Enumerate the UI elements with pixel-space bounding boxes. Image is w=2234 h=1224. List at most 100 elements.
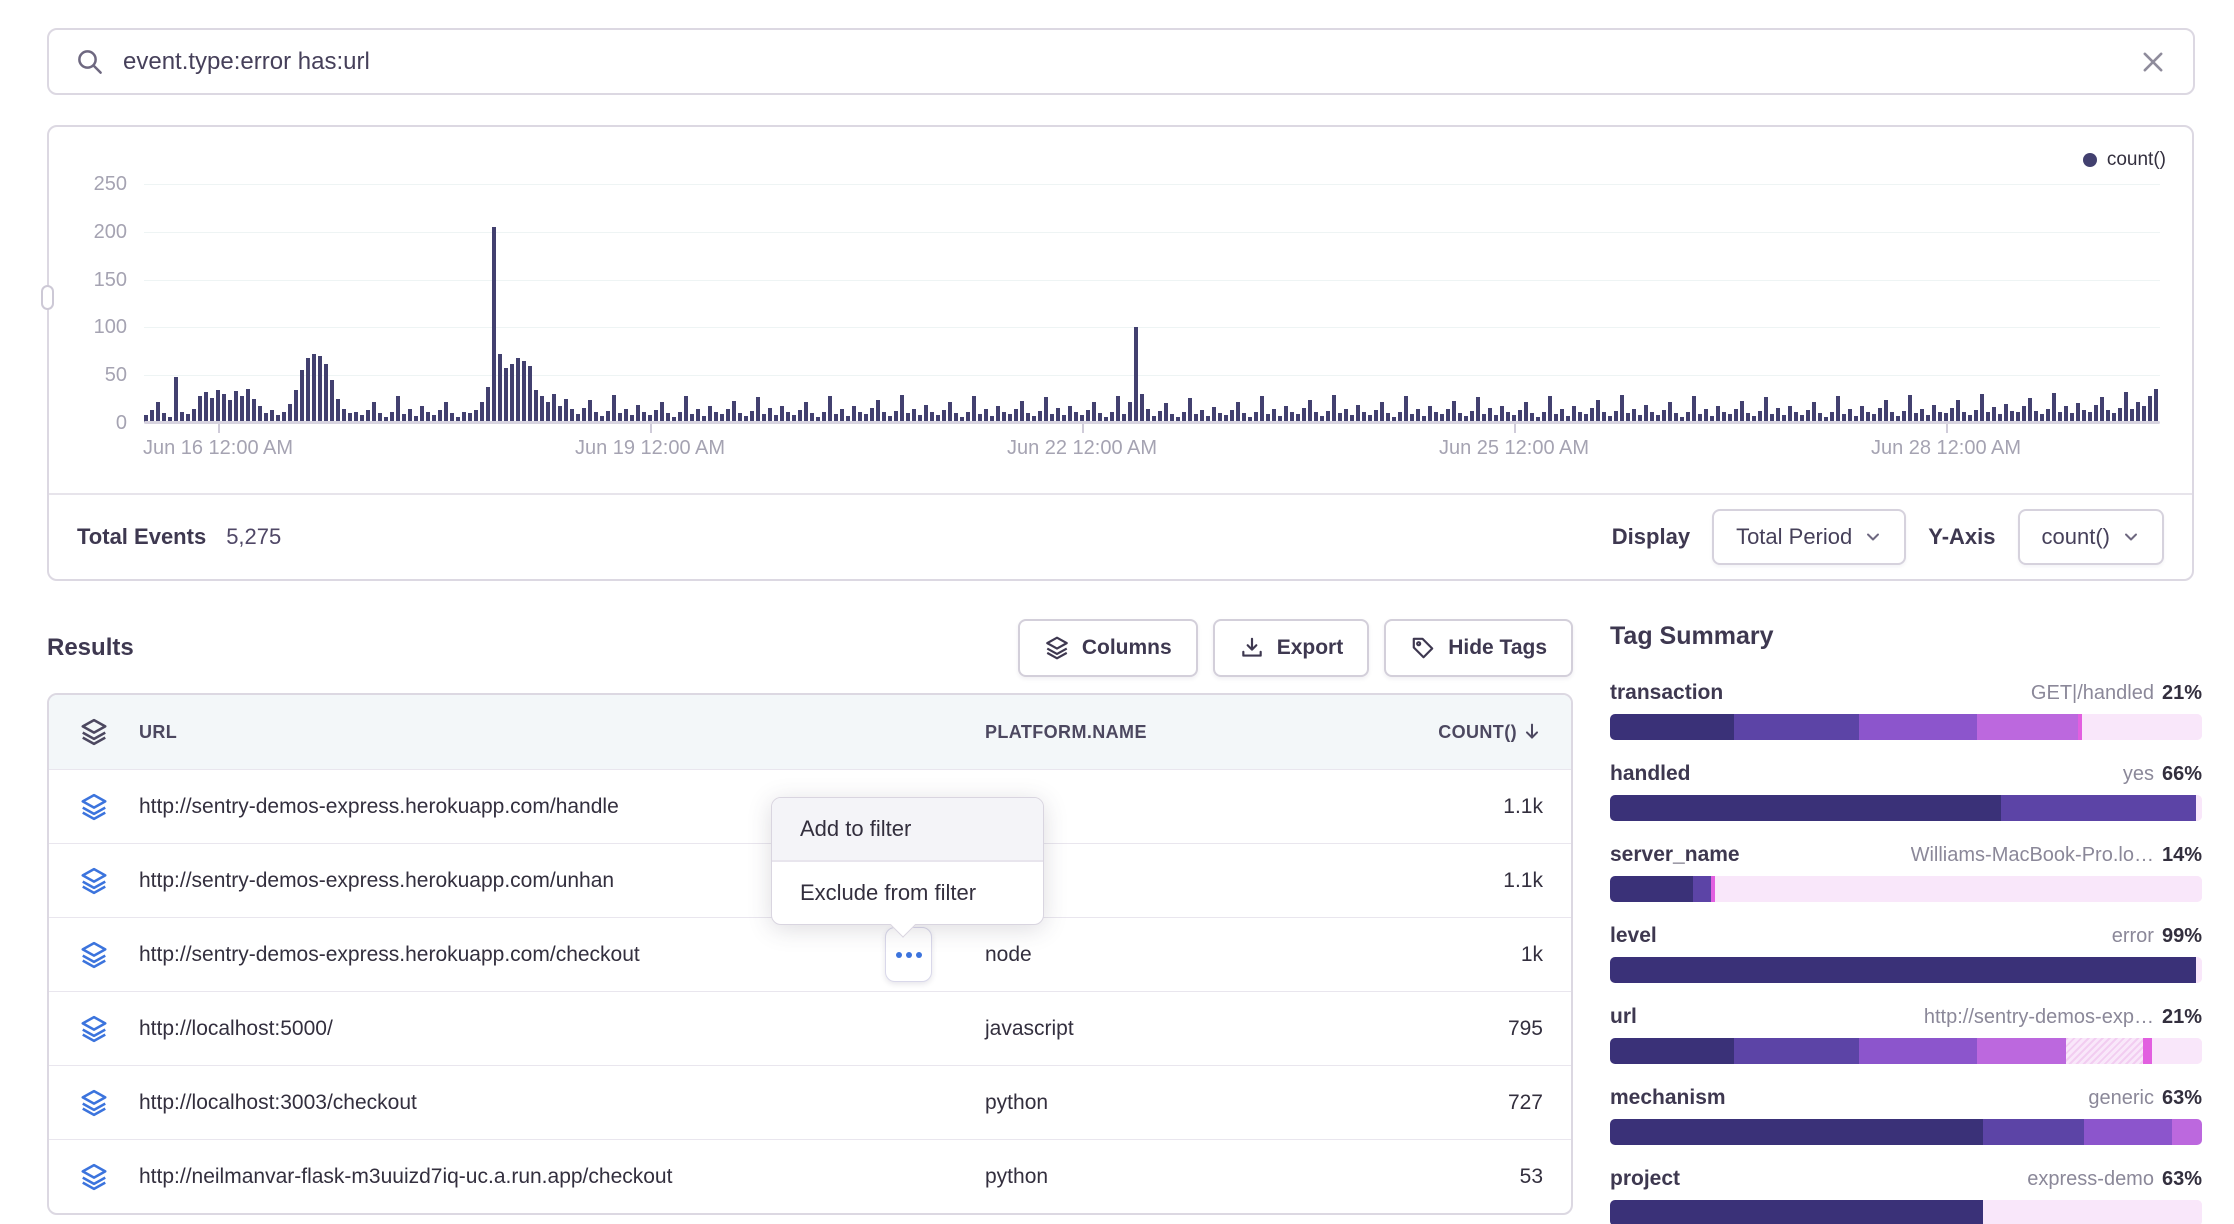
column-header-count[interactable]: COUNT() [1305,721,1543,743]
tag-group-server-name: server_name Williams-MacBook-Pro.lo… 14% [1610,843,2202,902]
total-events-value: 5,275 [226,524,282,549]
menu-divider [772,860,1043,862]
display-label: Display [1611,524,1691,549]
column-header-url[interactable]: URL [139,721,178,742]
tag-summary-heading: Tag Summary [1610,622,1774,650]
platform-cell: node [985,942,1032,966]
events-chart-panel: count() 0 50 100 150 200 250 Jun 16 12:00 AM J… [41,125,2194,581]
menu-item-exclude-from-filter[interactable]: Exclude from filter [800,879,977,905]
hide-tags-button[interactable]: Hide Tags [1384,619,1573,677]
layers-icon [49,717,139,747]
url-cell: http://neilmanvar-flask-m3uuizd7iq-uc.a.… [139,1164,673,1188]
tag-top-percent: 14% [2161,844,2202,866]
layers-icon [1044,635,1070,661]
tag-top-value: Williams-MacBook-Pro.lo… [1910,844,2154,866]
cell-actions-button[interactable] [885,927,932,982]
chevron-down-icon [1864,528,1882,546]
tag-top-percent: 21% [2161,1006,2202,1028]
count-cell: 727 [1507,1090,1543,1114]
tag-name: mechanism [1610,1086,1726,1109]
tag-top-value: http://sentry-demos-exp… [1923,1006,2154,1028]
tag-name: transaction [1610,681,1724,704]
tag-distribution-bar[interactable] [1610,714,2202,740]
yaxis-label: Y-Axis [1928,524,1996,549]
columns-button[interactable]: Columns [1017,619,1198,677]
tag-top-value: express-demo [2027,1168,2154,1190]
table-row: http://localhost:5000/ javascript 795 [49,991,1571,1065]
chart-x-axis-line [144,421,2160,424]
tag-group-level: level error 99% [1610,924,2202,983]
tag-top-percent: 63% [2161,1087,2202,1109]
tag-group-project: project express-demo 63% [1610,1167,2202,1224]
dot-icon [905,951,912,958]
count-cell: 1.1k [1503,868,1543,892]
url-cell: http://localhost:3003/checkout [139,1090,417,1114]
layers-icon [49,866,139,896]
download-icon [1239,635,1265,661]
legend-series-label: count() [2106,149,2166,170]
column-header-platform[interactable]: PLATFORM.NAME [985,721,1147,742]
tag-distribution-bar[interactable] [1610,1200,2202,1224]
results-heading: Results [47,634,134,661]
results-table: URL PLATFORM.NAME COUNT() http://sentry-… [47,693,1573,1215]
search-input[interactable] [123,47,2139,76]
tag-distribution-bar[interactable] [1610,1038,2202,1064]
panel-resize-handle[interactable] [41,285,54,310]
event-count-histogram[interactable]: 0 50 100 150 200 250 Jun 16 12:00 AM Jun 19 12… [49,127,2192,497]
tag-distribution-bar[interactable] [1610,795,2202,821]
platform-cell: python [985,1164,1049,1188]
cell-actions-menu: Add to filter Exclude from filter [771,797,1044,938]
layers-icon [49,1088,139,1118]
table-body: http://sentry-demos-express.herokuapp.co… [49,769,1571,1213]
clear-search-icon[interactable] [2139,48,2167,76]
table-row: http://localhost:3003/checkout python 72… [49,1065,1571,1139]
export-button[interactable]: Export [1212,619,1370,677]
layers-icon [49,1014,139,1044]
tag-group-handled: handled yes 66% [1610,762,2202,821]
results-toolbar: Columns Export Hide Tags [1017,619,1573,677]
display-select[interactable]: Total Period [1712,509,1907,565]
tag-name: url [1610,1005,1637,1028]
dot-icon [895,951,902,958]
tag-distribution-bar[interactable] [1610,1119,2202,1145]
tag-top-percent: 21% [2161,682,2202,704]
tag-group-transaction: transaction GET|/handled 21% [1610,681,2202,740]
tag-icon [1410,635,1436,661]
tag-top-value: GET|/handled [2030,682,2154,704]
url-cell: http://localhost:5000/ [139,1016,333,1040]
tag-group-url: url http://sentry-demos-exp… 21% [1610,1005,2202,1064]
tag-distribution-bar[interactable] [1610,957,2202,983]
tag-name: project [1610,1167,1681,1190]
dot-icon [915,951,922,958]
tag-name: handled [1610,762,1691,785]
table-header-row: URL PLATFORM.NAME COUNT() [49,695,1571,769]
platform-cell: python [985,1090,1049,1114]
count-cell: 1k [1520,942,1543,966]
menu-item-add-to-filter[interactable]: Add to filter [772,798,1043,860]
tag-summary-panel: Tag Summary transaction GET|/handled 21%… [1610,622,2202,1224]
count-cell: 795 [1507,1016,1543,1040]
layers-icon [49,940,139,970]
tag-top-value: error [2111,925,2154,947]
table-row: http://sentry-demos-express.herokuapp.co… [49,769,1571,843]
search-bar[interactable] [47,28,2195,95]
layers-icon [49,792,139,822]
tag-top-percent: 66% [2161,763,2202,785]
chart-bars[interactable] [144,183,2160,423]
tag-group-mechanism: mechanism generic 63% [1610,1086,2202,1145]
chart-footer: Total Events 5,275 Display Total Period … [49,493,2192,579]
table-row: http://neilmanvar-flask-m3uuizd7iq-uc.a.… [49,1139,1571,1213]
sort-descending-icon [1521,721,1543,743]
platform-cell: javascript [985,1016,1074,1040]
count-cell: 53 [1519,1164,1543,1188]
count-cell: 1.1k [1503,794,1543,818]
chart-legend[interactable]: count() [2082,149,2166,171]
url-cell: http://sentry-demos-express.herokuapp.co… [139,942,640,966]
tag-top-value: yes [2122,763,2154,785]
tag-distribution-bar[interactable] [1610,876,2202,902]
tag-top-value: generic [2088,1087,2154,1109]
yaxis-select[interactable]: count() [2017,509,2164,565]
chevron-down-icon [2122,528,2140,546]
results-header: Results Columns Export [47,619,1573,677]
